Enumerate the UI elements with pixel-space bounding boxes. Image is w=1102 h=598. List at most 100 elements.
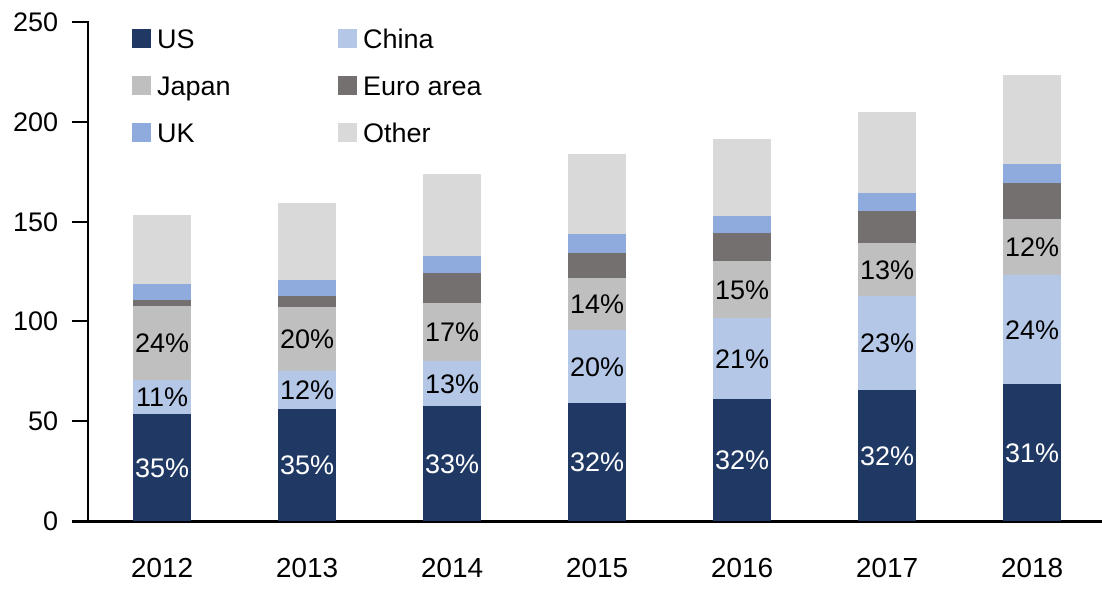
bar-segment-uk-2014 [423,255,481,274]
y-tick-label: 250 [12,7,58,37]
bar-segment-us-2018 [1003,384,1061,521]
legend-item-uk: UK [132,119,332,147]
bar-segment-china-2016 [713,318,771,399]
legend-label-us: US [157,24,195,54]
bar-segment-us-2012 [133,414,191,521]
segment-label-japan-2017: 13% [859,254,915,285]
bar-segment-euro-area-2017 [858,211,916,244]
bar-segment-uk-2012 [133,284,191,301]
y-axis-line [87,22,89,522]
legend-swatch-japan [132,76,151,95]
x-axis-line [72,520,1102,523]
x-tick-label-2018: 2018 [1000,552,1064,583]
bar-segment-china-2012 [133,380,191,415]
bar-segment-china-2015 [568,330,626,404]
bar-segment-uk-2018 [1003,163,1061,183]
legend-item-us: US [132,25,332,53]
legend-item-japan: Japan [132,72,332,100]
bar-segment-japan-2016 [713,261,771,319]
legend-label-japan: Japan [157,71,231,101]
legend-label-uk: UK [157,118,195,148]
x-tick-label-2013: 2013 [275,552,339,583]
segment-label-us-2013: 35% [279,450,335,481]
segment-label-china-2015: 20% [569,351,625,382]
segment-label-japan-2015: 14% [569,289,625,320]
segment-label-us-2016: 32% [714,444,770,475]
segment-label-us-2012: 35% [134,452,190,483]
bar-segment-other-2013 [278,202,336,280]
segment-label-china-2016: 21% [714,343,770,374]
segment-label-japan-2014: 17% [424,317,480,348]
bar-segment-euro-area-2013 [278,296,336,308]
y-tick-mark [72,21,89,23]
bar-segment-euro-area-2014 [423,273,481,304]
bar-segment-euro-area-2016 [713,233,771,262]
bar-segment-china-2017 [858,296,916,391]
x-tick-label-2015: 2015 [565,552,629,583]
segment-label-japan-2018: 12% [1004,232,1060,263]
bar-segment-uk-2016 [713,215,771,234]
bar-segment-us-2014 [423,406,481,521]
bar-segment-uk-2017 [858,193,916,212]
bar-segment-us-2016 [713,398,771,521]
legend-label-other: Other [363,118,431,148]
bar-segment-other-2012 [133,214,191,285]
bar-segment-other-2016 [713,139,771,216]
legend-swatch-uk [132,123,151,142]
bar-segment-japan-2018 [1003,219,1061,276]
segment-label-china-2013: 12% [279,375,335,406]
segment-label-china-2018: 24% [1004,314,1060,345]
y-tick-label: 100 [12,306,58,337]
segment-label-japan-2016: 15% [714,274,770,305]
segment-label-china-2017: 23% [859,328,915,359]
y-tick-mark [72,420,89,423]
x-tick-label-2017: 2017 [855,552,919,583]
bar-segment-us-2017 [858,390,916,521]
bar-segment-japan-2012 [133,306,191,381]
bar-segment-euro-area-2015 [568,252,626,279]
bar-segment-other-2015 [568,153,626,235]
legend-swatch-euro-area [338,76,357,95]
bar-segment-japan-2015 [568,278,626,331]
x-tick-label-2014: 2014 [420,552,484,583]
legend-item-euro-area: Euro area [338,72,538,100]
bar-segment-us-2015 [568,403,626,521]
legend-label-china: China [363,24,434,54]
legend-item-china: China [338,25,538,53]
segment-label-us-2014: 33% [424,448,480,479]
bar-segment-other-2017 [858,111,916,194]
segment-label-japan-2013: 20% [279,323,335,354]
y-tick-label: 150 [12,206,58,237]
segment-label-us-2017: 32% [859,440,915,471]
x-tick-label-2012: 2012 [130,552,194,583]
y-tick-mark [72,320,89,323]
bar-segment-euro-area-2012 [133,300,191,307]
segment-label-japan-2012: 24% [134,328,190,359]
bar-segment-other-2014 [423,173,481,256]
legend-label-euro-area: Euro area [363,71,482,101]
bar-segment-other-2018 [1003,75,1061,164]
bar-segment-uk-2015 [568,234,626,253]
bar-segment-china-2013 [278,370,336,410]
y-tick-label: 200 [12,106,58,137]
bar-segment-euro-area-2018 [1003,182,1061,220]
bar-segment-us-2013 [278,409,336,521]
y-tick-label: 50 [27,406,58,437]
bar-segment-japan-2014 [423,303,481,361]
segment-label-china-2014: 13% [424,368,480,399]
y-tick-label: 0 [42,506,58,536]
segment-label-us-2015: 32% [569,447,625,478]
legend-swatch-china [338,29,357,48]
bar-segment-uk-2013 [278,279,336,297]
y-tick-mark [72,520,89,522]
segment-label-china-2012: 11% [135,382,189,413]
legend-item-other: Other [338,119,538,147]
segment-label-us-2018: 31% [1004,437,1060,468]
x-tick-label-2016: 2016 [710,552,774,583]
bar-segment-china-2018 [1003,275,1061,385]
bar-segment-japan-2013 [278,307,336,371]
bar-segment-japan-2017 [858,243,916,297]
y-tick-mark [72,120,89,123]
legend-swatch-us [132,29,151,48]
